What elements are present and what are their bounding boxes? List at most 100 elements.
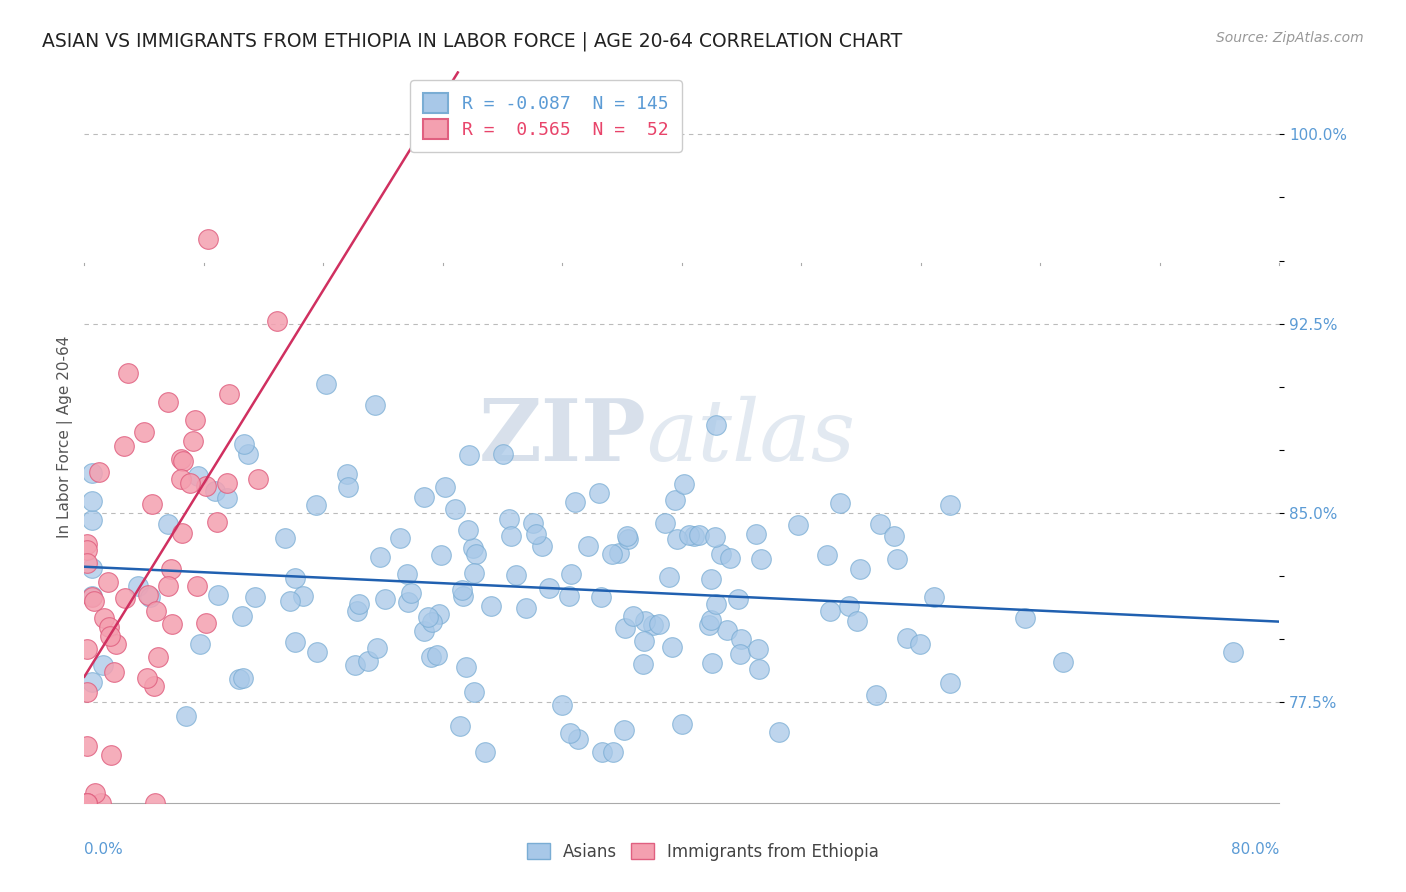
Point <box>374 591 396 606</box>
Point <box>305 498 328 512</box>
Point <box>896 632 918 646</box>
Text: Source: ZipAtlas.com: Source: ZipAtlas.com <box>1216 31 1364 45</box>
Point <box>838 599 860 614</box>
Point <box>207 588 229 602</box>
Point <box>848 562 870 576</box>
Point <box>654 516 676 530</box>
Point <box>560 725 582 739</box>
Point <box>337 480 360 494</box>
Point <box>76 685 98 699</box>
Text: ZIP: ZIP <box>478 395 647 479</box>
Point <box>80 589 103 603</box>
Point <box>730 632 752 647</box>
Text: 0.0%: 0.0% <box>84 842 124 856</box>
Point <box>564 495 586 509</box>
Text: 80.0%: 80.0% <box>1232 842 1279 856</box>
Point <box>413 624 436 639</box>
Point <box>465 547 488 561</box>
Point <box>100 747 122 762</box>
Point <box>492 447 515 461</box>
Point <box>146 650 169 665</box>
Point <box>238 447 260 461</box>
Point <box>188 637 211 651</box>
Point <box>631 657 654 671</box>
Point <box>716 624 738 638</box>
Point <box>127 579 149 593</box>
Text: ASIAN VS IMMIGRANTS FROM ETHIOPIA IN LABOR FORCE | AGE 20-64 CORRELATION CHART: ASIAN VS IMMIGRANTS FROM ETHIOPIA IN LAB… <box>42 31 903 51</box>
Point <box>139 591 162 605</box>
Point <box>232 671 254 685</box>
Legend: R = -0.087  N = 145, R =  0.565  N =  52: R = -0.087 N = 145, R = 0.565 N = 52 <box>411 80 682 152</box>
Point <box>195 479 218 493</box>
Point <box>617 533 640 547</box>
Point <box>76 537 98 551</box>
Point <box>93 610 115 624</box>
Point <box>98 620 121 634</box>
Point <box>479 599 502 614</box>
Point <box>678 528 700 542</box>
Point <box>702 657 724 671</box>
Point <box>634 615 657 629</box>
Point <box>614 621 637 635</box>
Point <box>688 528 710 542</box>
Point <box>80 590 103 604</box>
Point <box>728 647 751 661</box>
Point <box>181 434 204 449</box>
Point <box>145 603 167 617</box>
Point <box>749 551 772 566</box>
Point <box>117 366 139 380</box>
Point <box>157 517 180 532</box>
Point <box>818 604 841 618</box>
Point <box>305 645 328 659</box>
Point <box>613 723 636 738</box>
Point <box>284 635 307 649</box>
Point <box>869 516 891 531</box>
Point <box>80 494 103 508</box>
Point <box>661 640 683 654</box>
Point <box>671 716 693 731</box>
Point <box>526 527 548 541</box>
Point <box>748 662 770 676</box>
Point <box>170 526 193 541</box>
Point <box>815 548 838 562</box>
Point <box>427 607 450 622</box>
Point <box>588 485 610 500</box>
Point <box>444 502 467 516</box>
Point <box>170 472 193 486</box>
Point <box>641 618 664 632</box>
Point <box>143 796 166 810</box>
Point <box>451 582 474 597</box>
Point <box>499 529 522 543</box>
Point <box>939 676 962 690</box>
Point <box>416 610 439 624</box>
Point <box>846 614 869 628</box>
Point <box>865 688 887 702</box>
Point <box>704 530 727 544</box>
Point <box>228 672 250 686</box>
Point <box>591 591 613 605</box>
Point <box>172 454 194 468</box>
Point <box>364 398 387 412</box>
Point <box>458 448 481 462</box>
Point <box>160 562 183 576</box>
Point <box>683 529 706 543</box>
Point <box>531 539 554 553</box>
Point <box>505 568 527 582</box>
Point <box>522 516 544 530</box>
Point <box>665 532 688 546</box>
Point <box>396 595 419 609</box>
Point <box>80 513 103 527</box>
Point <box>114 591 136 606</box>
Point <box>105 637 128 651</box>
Point <box>184 412 207 426</box>
Point <box>243 590 266 604</box>
Point <box>315 377 337 392</box>
Point <box>461 541 484 555</box>
Point <box>207 515 229 529</box>
Point <box>474 745 496 759</box>
Point <box>710 547 733 561</box>
Point <box>179 476 201 491</box>
Point <box>76 556 98 570</box>
Point <box>697 617 720 632</box>
Point <box>700 613 723 627</box>
